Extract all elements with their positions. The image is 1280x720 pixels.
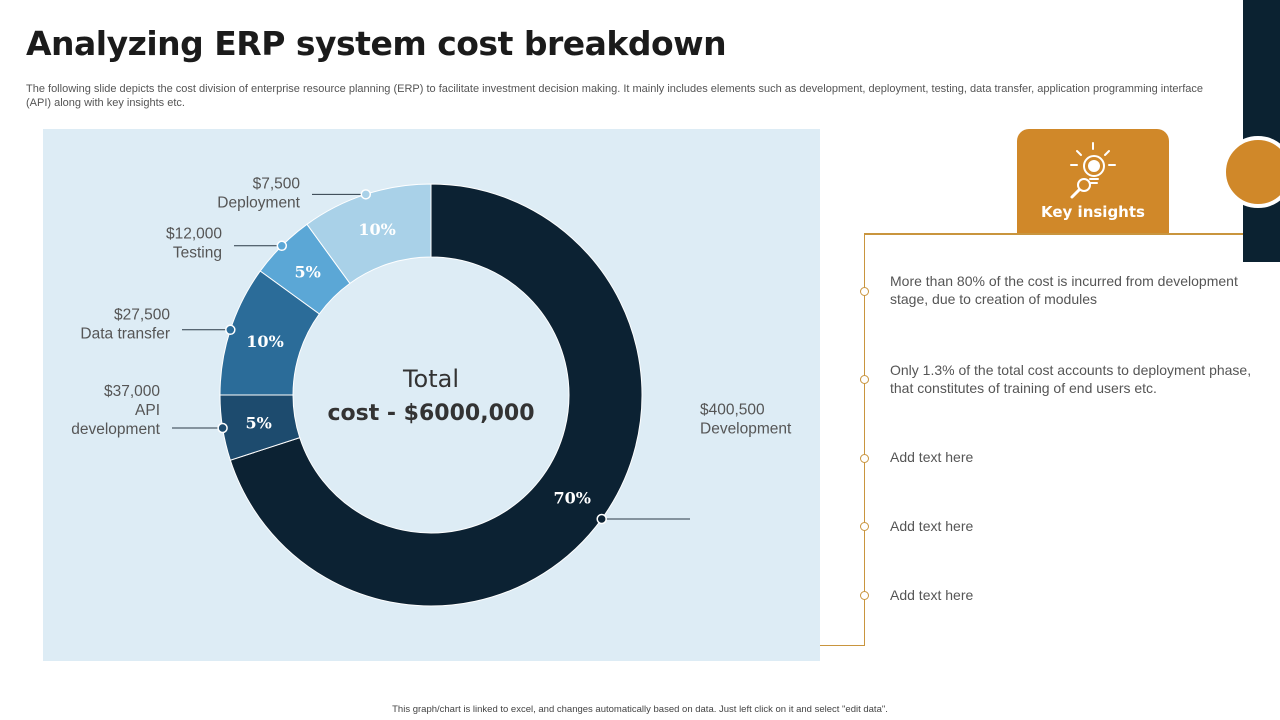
slice-value-label: Development xyxy=(700,421,792,438)
slice-value-label: $7,500 xyxy=(253,176,301,193)
slice-percent-label: 5% xyxy=(294,263,320,282)
donut-center-label: cost - $6000,000 xyxy=(327,401,534,426)
insight-item: Add text here xyxy=(890,587,974,603)
slice-percent-label: 10% xyxy=(246,332,283,351)
insight-item: Only 1.3% of the total cost accounts to … xyxy=(890,362,1252,396)
key-insights-tab: Key insights xyxy=(1017,129,1169,233)
timeline-dot xyxy=(860,591,869,600)
callout-dot xyxy=(596,513,607,525)
page-title: Analyzing ERP system cost breakdown xyxy=(26,24,727,63)
insight-item: More than 80% of the cost is incurred fr… xyxy=(890,273,1238,307)
timeline-dot xyxy=(860,375,869,384)
insight-item: Add text here xyxy=(890,518,974,534)
slice-value-label: API xyxy=(135,402,160,419)
timeline-dot xyxy=(860,522,869,531)
callout-dot xyxy=(276,240,288,252)
slice-percent-label: 70% xyxy=(553,489,590,508)
insights-timeline xyxy=(864,234,865,646)
donut-slice-development xyxy=(229,183,643,607)
slice-value-label: Deployment xyxy=(217,195,300,212)
slice-value-label: development xyxy=(71,421,160,438)
slice-value-label: $400,500 xyxy=(700,402,765,419)
slice-percent-label: 5% xyxy=(245,413,271,432)
slice-percent-label: 10% xyxy=(358,220,395,239)
slice-value-label: Data transfer xyxy=(80,326,170,343)
callout-dot xyxy=(360,189,372,200)
timeline-dot xyxy=(860,287,869,296)
slice-value-label: $27,500 xyxy=(114,307,170,324)
footer-note: This graph/chart is linked to excel, and… xyxy=(392,704,888,715)
donut-center-label: Total xyxy=(402,365,459,393)
page-subtitle: The following slide depicts the cost div… xyxy=(26,83,1203,109)
decorative-side-bar xyxy=(1243,0,1280,262)
donut-slice-deployment xyxy=(306,183,432,285)
insights-top-line xyxy=(864,233,1243,235)
timeline-dot xyxy=(860,454,869,463)
insight-item: Add text here xyxy=(890,449,974,465)
slice-value-label: Testing xyxy=(173,245,222,262)
insights-bottom-line xyxy=(820,645,865,646)
key-insights-heading: Key insights xyxy=(1041,203,1145,221)
slice-value-label: $12,000 xyxy=(166,226,222,243)
decorative-circle xyxy=(1222,136,1280,208)
lightbulb-magnifier-icon xyxy=(1070,142,1116,199)
callout-dot xyxy=(225,324,236,336)
callout-dot xyxy=(217,422,228,434)
slice-value-label: $37,000 xyxy=(104,383,160,400)
